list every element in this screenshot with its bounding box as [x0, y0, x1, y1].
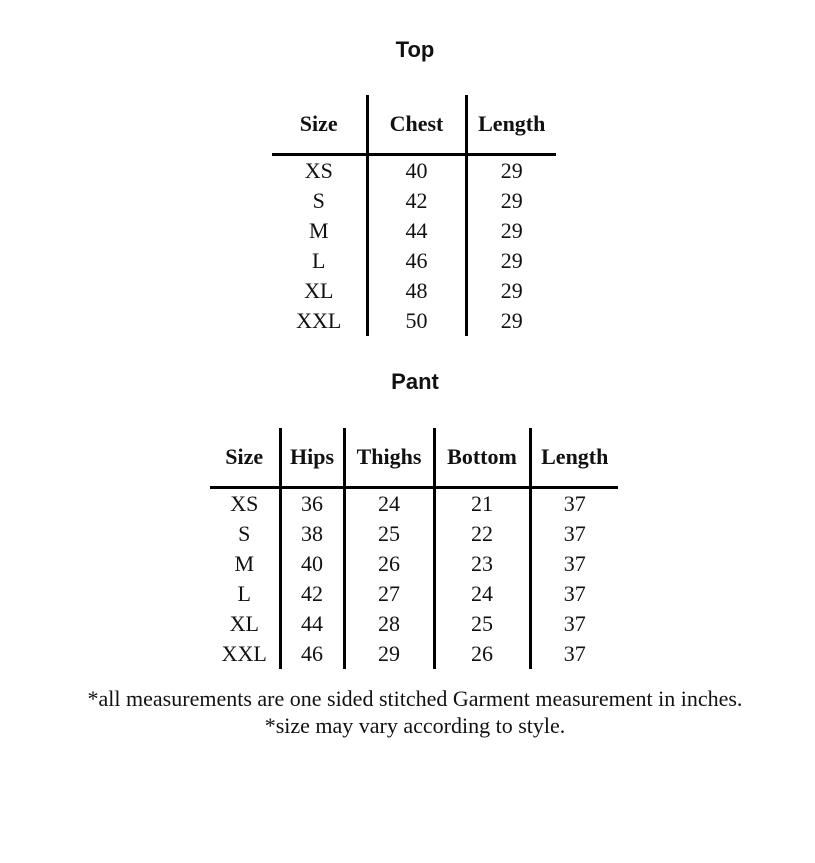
table-row: S 42 29 — [272, 186, 556, 216]
table-row: XL 44 28 25 37 — [210, 609, 618, 639]
column-header: Size — [272, 95, 367, 156]
table-cell: 42 — [365, 186, 466, 216]
table-cell: XS — [230, 491, 259, 516]
table-cell: M — [234, 551, 255, 576]
table-cell: 29 — [464, 246, 556, 276]
column-header: Length — [464, 95, 556, 156]
table-cell: 21 — [432, 487, 530, 519]
table-row: L 42 27 24 37 — [210, 579, 618, 609]
table-cell: 25 — [342, 519, 434, 549]
table-cell: XL — [304, 278, 334, 303]
table-row: S 38 25 22 37 — [210, 519, 618, 549]
column-header: Hips — [278, 428, 344, 489]
table-cell: 29 — [464, 154, 556, 186]
table-cell: 46 — [278, 639, 344, 669]
table-cell: XXL — [221, 641, 267, 666]
top-title: Top — [395, 37, 435, 62]
table-cell: 48 — [365, 276, 466, 306]
table-cell: 50 — [365, 306, 466, 336]
table-cell: 40 — [365, 154, 466, 186]
table-cell: 23 — [432, 549, 530, 579]
table-cell: 42 — [278, 579, 344, 609]
table-cell: 37 — [528, 487, 618, 519]
table-cell: 24 — [342, 487, 434, 519]
table-cell: 26 — [432, 639, 530, 669]
column-header: Chest — [365, 95, 466, 156]
table-cell: 37 — [528, 639, 618, 669]
table-cell: 37 — [528, 609, 618, 639]
table-cell: L — [237, 581, 251, 606]
table-cell: M — [308, 218, 329, 243]
pant-size-table: Size Hips Thighs Bottom Length XS 36 24 21 37 S 38 2… — [210, 428, 618, 669]
table-cell: XS — [304, 158, 333, 183]
table-cell: XL — [229, 611, 259, 636]
table-cell: 44 — [365, 216, 466, 246]
style-note: *size may vary according to style. — [264, 713, 566, 738]
table-row: XXL 46 29 26 37 — [210, 639, 618, 669]
measurement-note: *all measurements are one sided stitched… — [87, 686, 743, 711]
table-cell: 27 — [342, 579, 434, 609]
table-cell: 22 — [432, 519, 530, 549]
table-cell: 29 — [464, 306, 556, 336]
table-cell: 40 — [278, 549, 344, 579]
table-cell: S — [238, 521, 251, 546]
table-cell: 44 — [278, 609, 344, 639]
table-cell: 24 — [432, 579, 530, 609]
table-cell: 29 — [464, 186, 556, 216]
table-row: XS 40 29 — [272, 154, 556, 186]
table-row: L 46 29 — [272, 246, 556, 276]
table-row: XL 48 29 — [272, 276, 556, 306]
pant-title: Pant — [391, 369, 439, 394]
column-header: Bottom — [432, 428, 530, 489]
table-row: M 44 29 — [272, 216, 556, 246]
table-cell: XXL — [296, 308, 342, 333]
table-cell: 46 — [365, 246, 466, 276]
table-cell: S — [312, 188, 325, 213]
table-cell: 29 — [464, 216, 556, 246]
column-header: Size — [210, 428, 280, 489]
table-cell: 37 — [528, 549, 618, 579]
table-row: XXL 50 29 — [272, 306, 556, 336]
table-cell: 38 — [278, 519, 344, 549]
table-row: M 40 26 23 37 — [210, 549, 618, 579]
column-header: Thighs — [342, 428, 434, 489]
table-cell: 29 — [464, 276, 556, 306]
table-row: XS 36 24 21 37 — [210, 487, 618, 519]
table-cell: 26 — [342, 549, 434, 579]
column-header: Length — [528, 428, 618, 489]
table-cell: 25 — [432, 609, 530, 639]
table-cell: 28 — [342, 609, 434, 639]
table-cell: 37 — [528, 579, 618, 609]
table-cell: L — [312, 248, 326, 273]
table-cell: 29 — [342, 639, 434, 669]
table-cell: 36 — [278, 487, 344, 519]
table-cell: 37 — [528, 519, 618, 549]
top-size-table: Size Chest Length XS 40 29 S 42 29 M 44 29 L 46 29 XL 48… — [272, 95, 556, 336]
